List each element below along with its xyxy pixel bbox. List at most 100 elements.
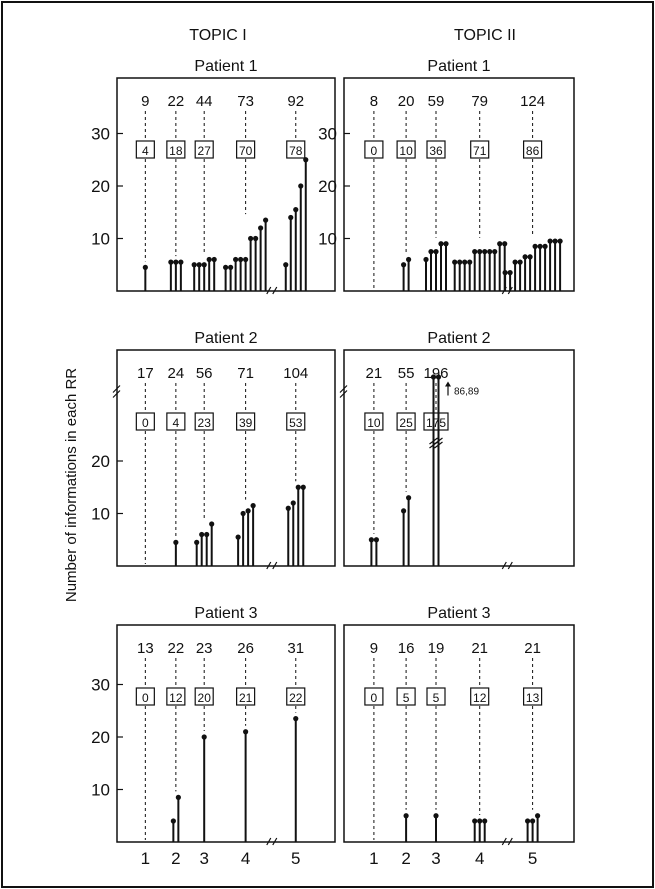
group-count-box (522, 687, 543, 706)
y-tick-label: 10 (318, 230, 337, 249)
group-count-box (166, 687, 186, 706)
group-total-label: 19 (428, 640, 445, 657)
stem-point (527, 254, 533, 260)
y-tick-label: 30 (91, 676, 110, 695)
group-count-box (470, 140, 490, 159)
group-count-label: 71 (473, 144, 487, 158)
x-tick-label: 3 (199, 849, 208, 868)
x-axis-break (266, 561, 278, 570)
group-count-label: 0 (371, 691, 378, 705)
group-count-box (135, 412, 155, 431)
y-axis-break (112, 385, 121, 398)
group-count-label: 0 (371, 144, 378, 158)
panel-title: Patient 3 (427, 605, 490, 622)
group-count-box (194, 140, 214, 159)
group-count-label: 22 (289, 691, 303, 705)
group-count-box (364, 140, 384, 159)
stem-point (238, 256, 244, 263)
group-count-label: 0 (142, 416, 149, 430)
group-count-box (364, 412, 384, 431)
stem-point (530, 818, 536, 824)
stem-point (430, 374, 437, 380)
group-count-box (194, 687, 214, 706)
stem-point (235, 534, 241, 540)
stem-point (457, 259, 463, 265)
group-total-label: 8 (370, 93, 378, 110)
stem-point (201, 734, 207, 740)
group-count-label: 23 (198, 416, 212, 430)
stem-point (497, 241, 503, 247)
stem-point (537, 243, 543, 249)
group-count-box (286, 412, 306, 431)
stem-point (403, 813, 409, 819)
stem-point (303, 157, 309, 163)
group-count-box (166, 140, 186, 159)
group-count-box (396, 412, 416, 431)
group-count-label: 20 (198, 691, 212, 705)
group-count-label: 175 (426, 416, 446, 430)
x-axis-break (266, 837, 278, 846)
stem-point (522, 254, 528, 260)
group-count-label: 70 (239, 144, 253, 158)
panel-frame (343, 624, 575, 843)
group-total-label: 22 (168, 93, 185, 110)
topic-2-heading: TOPIC II (454, 27, 516, 44)
group-count-box (426, 687, 446, 706)
stem-point (472, 818, 478, 824)
group-count-label: 13 (526, 691, 540, 705)
stem-point (206, 256, 212, 263)
stem-point (248, 235, 254, 242)
chart-panel: Patient 1 10 20 30 9 4 22 18 44 27 73 70 92 78 (91, 58, 336, 295)
stem-point (298, 183, 304, 189)
y-tick-label: 20 (91, 452, 110, 471)
group-total-label: 92 (287, 93, 304, 110)
group-total-label: 23 (196, 640, 213, 657)
y-tick-label: 20 (91, 177, 110, 196)
x-tick-label: 1 (369, 849, 378, 868)
stem-point (406, 495, 412, 501)
group-count-box (236, 412, 256, 431)
stem-point (482, 249, 488, 255)
stem-point (253, 235, 259, 242)
stem-point (293, 716, 299, 722)
stem-point (258, 225, 264, 231)
panel-frame (116, 349, 336, 567)
panel-title: Patient 3 (194, 605, 257, 622)
stem-point (175, 794, 181, 800)
group-total-label: 56 (196, 365, 213, 382)
stem-point (502, 241, 508, 247)
group-count-box (470, 687, 490, 706)
group-total-label: 79 (471, 93, 488, 110)
stem-point (482, 818, 488, 824)
group-total-label: 26 (237, 640, 254, 657)
group-count-box (396, 687, 416, 706)
stem-point (433, 249, 439, 255)
y-tick-label: 10 (91, 781, 110, 800)
stem-point (240, 510, 246, 517)
group-count-box (396, 140, 416, 159)
stem-point (517, 259, 523, 265)
stem-break (434, 437, 443, 449)
group-count-label: 4 (142, 144, 149, 158)
chart-panel: Patient 2 10 20 17 0 24 4 56 23 71 39 104 53 (91, 330, 336, 570)
group-count-box (286, 687, 306, 706)
stem-point (423, 256, 429, 263)
group-count-label: 25 (399, 416, 413, 430)
stem-point (228, 264, 234, 270)
stem-point (535, 813, 541, 819)
stem-point (492, 249, 498, 255)
stem-point (178, 259, 184, 265)
group-total-label: 16 (398, 640, 415, 657)
group-count-box (423, 412, 449, 431)
stem-point (467, 259, 473, 265)
stem-point (209, 521, 215, 527)
group-count-label: 0 (142, 691, 149, 705)
stem-point (263, 217, 269, 223)
y-tick-label: 30 (91, 125, 110, 144)
stem-point (406, 256, 412, 263)
group-total-label: 21 (524, 640, 541, 657)
stem-point (285, 505, 291, 511)
stem-point (373, 537, 379, 543)
